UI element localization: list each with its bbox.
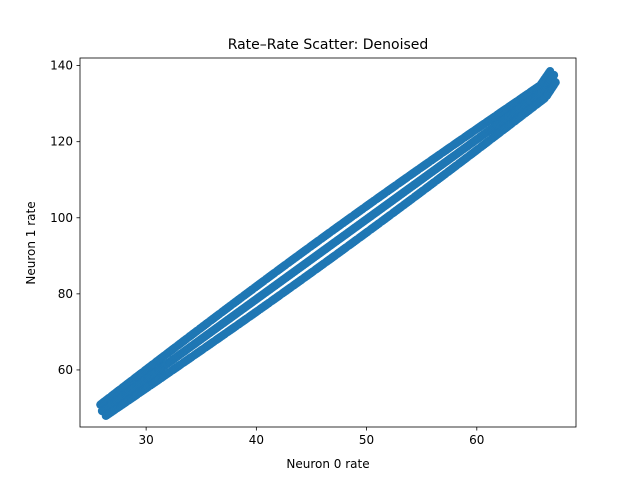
x-tick-label: 40 bbox=[249, 433, 264, 447]
scatter-points bbox=[96, 66, 560, 420]
x-tick-label: 50 bbox=[359, 433, 374, 447]
x-axis-ticks: 30 40 50 60 bbox=[138, 427, 484, 447]
x-axis-label: Neuron 0 rate bbox=[286, 457, 369, 471]
y-axis-label: Neuron 1 rate bbox=[24, 201, 38, 284]
y-tick-label: 80 bbox=[58, 287, 73, 301]
x-tick-label: 60 bbox=[469, 433, 484, 447]
x-tick-label: 30 bbox=[138, 433, 153, 447]
y-tick-label: 140 bbox=[50, 59, 73, 73]
data-point bbox=[551, 78, 560, 87]
y-tick-label: 100 bbox=[50, 211, 73, 225]
y-axis-ticks: 60 80 100 120 140 bbox=[50, 59, 80, 377]
y-tick-label: 60 bbox=[58, 363, 73, 377]
plot-frame bbox=[79, 57, 577, 428]
chart-title: Rate–Rate Scatter: Denoised bbox=[228, 37, 429, 53]
y-tick-label: 120 bbox=[50, 135, 73, 149]
